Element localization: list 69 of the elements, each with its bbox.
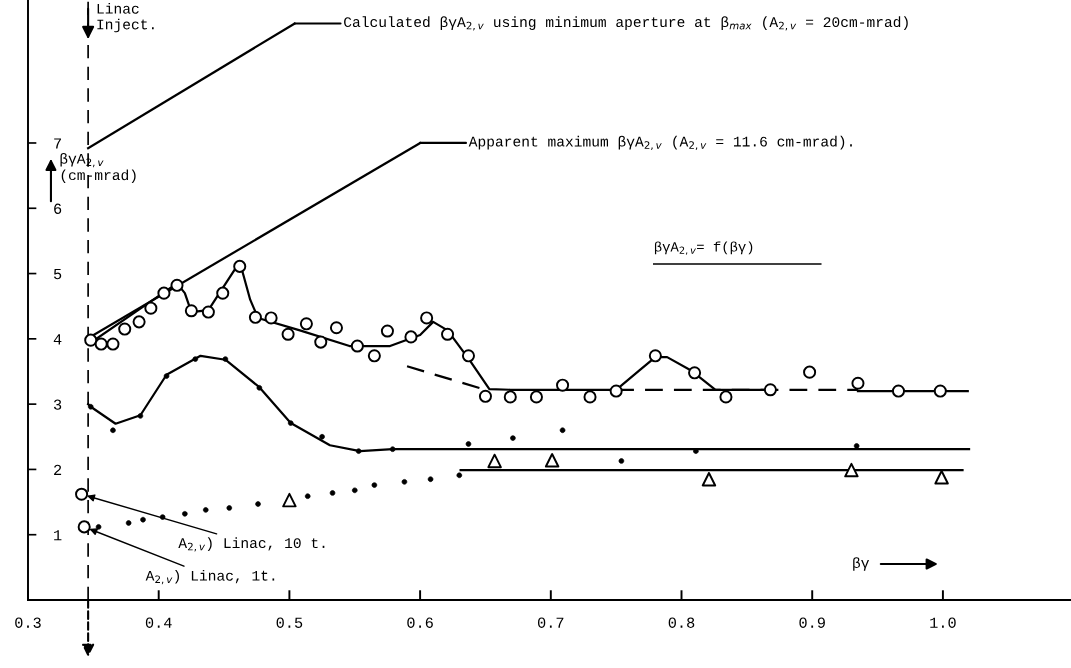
point	[233, 259, 247, 273]
point	[144, 301, 158, 315]
x-tick-label: 0.5	[276, 617, 303, 628]
x-tick-label: 0.9	[799, 617, 825, 628]
legend-label: Apparent maximum βγA$_{2,v}$ (A$_{2,v}$ = 11.6 cm-mrad).	[468, 135, 852, 150]
point	[106, 337, 120, 351]
y-tick-label: 3	[53, 399, 62, 410]
point	[503, 390, 517, 404]
point	[529, 390, 543, 404]
x-tick-label: 0.4	[145, 617, 172, 628]
annotation: A$_{2,v}$) Linac, 1t.	[145, 570, 275, 585]
point	[184, 304, 198, 318]
point	[934, 470, 949, 485]
point	[75, 487, 89, 501]
annotation: βγA$_{2,v}$= f(βγ)	[654, 241, 753, 255]
point	[583, 390, 597, 404]
point	[248, 310, 262, 324]
point	[314, 335, 328, 349]
point	[851, 376, 865, 390]
y-tick-label: 6	[54, 203, 62, 214]
point	[404, 330, 418, 344]
legend-label: Calculated βγA$_{2,v}$ using minimum aperture at β$_{max}$ (A$_{2,v}$ = 20cm-mrad)	[344, 16, 908, 31]
y-tick-label: 2	[54, 464, 62, 475]
point	[299, 317, 313, 331]
y-tick-label: 5	[53, 269, 62, 280]
point	[556, 378, 570, 392]
point	[132, 315, 146, 329]
point	[648, 349, 662, 363]
point	[367, 349, 381, 363]
point	[420, 311, 434, 325]
point	[763, 383, 777, 397]
point	[170, 278, 184, 292]
point	[544, 453, 560, 468]
point	[329, 321, 343, 335]
point	[609, 384, 623, 398]
y-tick-label: 4	[53, 334, 62, 345]
point	[350, 339, 364, 353]
point	[461, 349, 475, 363]
x-axis-title: βγ	[853, 557, 870, 571]
point	[84, 333, 98, 347]
point	[380, 324, 394, 338]
point	[441, 327, 455, 341]
y-tick-label: 7	[54, 138, 61, 149]
point	[478, 389, 492, 403]
x-tick-label: 1.0	[930, 617, 956, 628]
point	[216, 286, 230, 300]
point	[77, 520, 91, 534]
x-tick-label: 0.3	[15, 617, 41, 628]
point	[803, 365, 817, 379]
point	[281, 327, 295, 341]
point	[701, 472, 717, 487]
point	[844, 462, 859, 478]
x-tick-label: 0.6	[407, 617, 433, 628]
point	[891, 384, 905, 398]
point	[157, 286, 171, 300]
annotation: A$_{2,v}$) Linac, 10 t.	[178, 537, 325, 552]
x-tick-label: 0.8	[668, 617, 695, 628]
point	[487, 453, 502, 469]
point	[282, 492, 297, 508]
point	[94, 337, 108, 351]
point	[118, 322, 132, 336]
ref-line-label: Linac Inject.	[97, 3, 154, 33]
point	[933, 384, 947, 398]
point	[264, 311, 278, 325]
point	[201, 305, 215, 319]
point	[719, 390, 733, 404]
point	[688, 366, 702, 380]
y-tick-label: 1	[54, 530, 62, 541]
x-tick-label: 0.7	[537, 617, 564, 628]
